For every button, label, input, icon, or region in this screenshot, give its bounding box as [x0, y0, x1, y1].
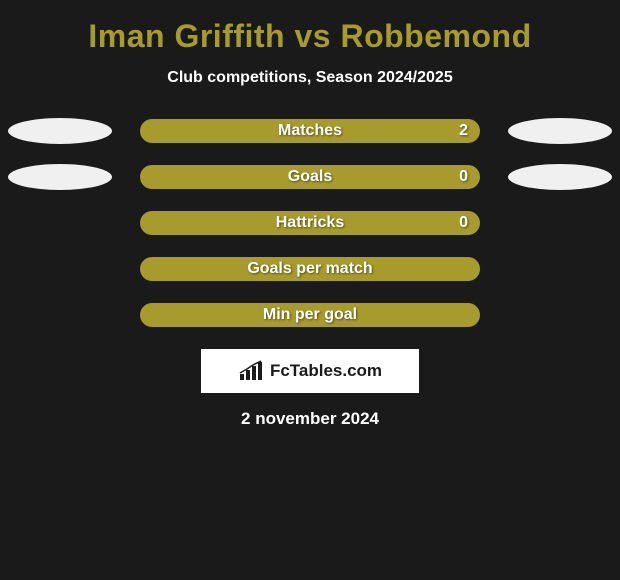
stat-label: Matches — [278, 122, 342, 140]
stat-row-min-per-goal: Min per goal — [0, 303, 620, 327]
stat-bar: Hattricks 0 — [140, 211, 480, 235]
stat-bar: Matches 2 — [140, 119, 480, 143]
stat-bar: Min per goal — [140, 303, 480, 327]
stat-value: 0 — [459, 214, 468, 232]
stat-row-hattricks: Hattricks 0 — [0, 211, 620, 235]
fctables-chart-icon — [238, 360, 266, 382]
source-logo-text: FcTables.com — [270, 361, 382, 381]
subtitle: Club competitions, Season 2024/2025 — [0, 69, 620, 87]
comparison-infographic: Iman Griffith vs Robbemond Club competit… — [0, 0, 620, 580]
stat-row-matches: Matches 2 — [0, 119, 620, 143]
stat-bar: Goals per match — [140, 257, 480, 281]
stat-rows: Matches 2 Goals 0 Hattricks 0 Goals per … — [0, 119, 620, 327]
player-right-ellipse — [508, 118, 612, 144]
stat-value: 2 — [459, 122, 468, 140]
stat-label: Goals per match — [247, 260, 372, 278]
stat-label: Hattricks — [276, 214, 344, 232]
stat-row-goals-per-match: Goals per match — [0, 257, 620, 281]
stat-value: 0 — [459, 168, 468, 186]
stat-row-goals: Goals 0 — [0, 165, 620, 189]
stat-bar: Goals 0 — [140, 165, 480, 189]
stat-label: Min per goal — [263, 306, 357, 324]
date-line: 2 november 2024 — [0, 409, 620, 429]
player-left-ellipse — [8, 118, 112, 144]
page-title: Iman Griffith vs Robbemond — [0, 18, 620, 55]
player-left-ellipse — [8, 164, 112, 190]
source-logo: FcTables.com — [201, 349, 419, 393]
stat-label: Goals — [288, 168, 332, 186]
player-right-ellipse — [508, 164, 612, 190]
